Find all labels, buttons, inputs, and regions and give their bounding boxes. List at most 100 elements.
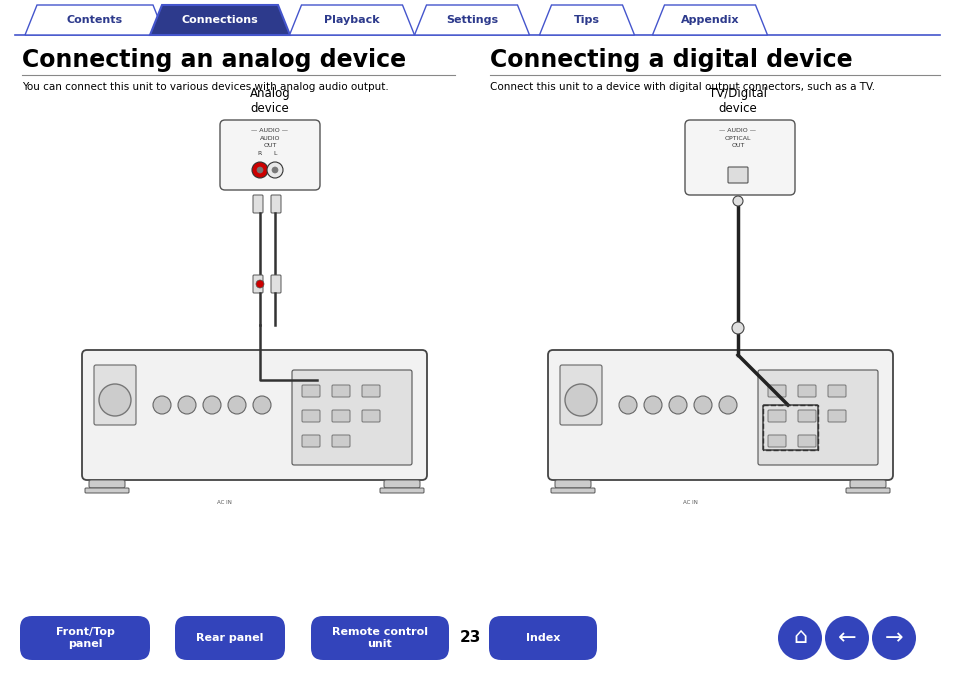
- Text: — AUDIO —: — AUDIO —: [252, 128, 288, 133]
- Text: Settings: Settings: [445, 15, 497, 25]
- Text: Appendix: Appendix: [680, 15, 739, 25]
- FancyBboxPatch shape: [849, 480, 885, 488]
- Bar: [762, 405, 817, 450]
- FancyBboxPatch shape: [767, 410, 785, 422]
- Text: AUDIO: AUDIO: [259, 136, 280, 141]
- Text: Analog
device: Analog device: [250, 87, 290, 115]
- Text: Rear panel: Rear panel: [196, 633, 263, 643]
- Text: Connecting a digital device: Connecting a digital device: [490, 48, 852, 72]
- FancyBboxPatch shape: [384, 480, 419, 488]
- Circle shape: [719, 396, 737, 414]
- Circle shape: [778, 616, 821, 660]
- FancyBboxPatch shape: [361, 410, 379, 422]
- Text: 23: 23: [458, 631, 480, 645]
- FancyBboxPatch shape: [82, 350, 427, 480]
- FancyBboxPatch shape: [827, 410, 845, 422]
- Polygon shape: [25, 5, 165, 35]
- Text: Contents: Contents: [67, 15, 123, 25]
- FancyBboxPatch shape: [332, 410, 350, 422]
- FancyBboxPatch shape: [94, 365, 136, 425]
- FancyBboxPatch shape: [797, 435, 815, 447]
- Text: Tips: Tips: [574, 15, 599, 25]
- FancyBboxPatch shape: [174, 616, 285, 660]
- FancyBboxPatch shape: [292, 370, 412, 465]
- Text: You can connect this unit to various devices with analog audio output.: You can connect this unit to various dev…: [22, 82, 388, 92]
- Circle shape: [732, 196, 742, 206]
- FancyBboxPatch shape: [361, 385, 379, 397]
- Circle shape: [643, 396, 661, 414]
- Circle shape: [99, 384, 131, 416]
- FancyBboxPatch shape: [332, 385, 350, 397]
- Circle shape: [824, 616, 868, 660]
- Text: ←: ←: [837, 628, 856, 648]
- FancyBboxPatch shape: [767, 435, 785, 447]
- FancyBboxPatch shape: [684, 120, 794, 195]
- Text: Playback: Playback: [324, 15, 379, 25]
- Circle shape: [255, 280, 264, 288]
- Text: →: →: [883, 628, 902, 648]
- FancyBboxPatch shape: [302, 410, 319, 422]
- FancyBboxPatch shape: [559, 365, 601, 425]
- Circle shape: [203, 396, 221, 414]
- FancyBboxPatch shape: [220, 120, 319, 190]
- FancyBboxPatch shape: [311, 616, 449, 660]
- FancyBboxPatch shape: [253, 195, 263, 213]
- Circle shape: [668, 396, 686, 414]
- Text: OUT: OUT: [731, 143, 744, 148]
- FancyBboxPatch shape: [758, 370, 877, 465]
- FancyBboxPatch shape: [547, 350, 892, 480]
- FancyBboxPatch shape: [253, 275, 263, 293]
- FancyBboxPatch shape: [302, 385, 319, 397]
- FancyBboxPatch shape: [489, 616, 597, 660]
- FancyBboxPatch shape: [271, 275, 281, 293]
- Polygon shape: [289, 5, 414, 35]
- Text: Index: Index: [525, 633, 559, 643]
- FancyBboxPatch shape: [551, 488, 595, 493]
- Circle shape: [267, 162, 283, 178]
- Polygon shape: [414, 5, 529, 35]
- Text: Front/Top
panel: Front/Top panel: [55, 627, 114, 649]
- Circle shape: [228, 396, 246, 414]
- Polygon shape: [539, 5, 634, 35]
- FancyBboxPatch shape: [332, 435, 350, 447]
- Circle shape: [253, 396, 271, 414]
- Circle shape: [178, 396, 195, 414]
- Text: Connections: Connections: [181, 15, 258, 25]
- FancyBboxPatch shape: [379, 488, 423, 493]
- Circle shape: [252, 162, 268, 178]
- FancyBboxPatch shape: [89, 480, 125, 488]
- FancyBboxPatch shape: [271, 195, 281, 213]
- Circle shape: [256, 167, 263, 173]
- FancyBboxPatch shape: [827, 385, 845, 397]
- Polygon shape: [652, 5, 767, 35]
- FancyBboxPatch shape: [797, 385, 815, 397]
- Text: Connect this unit to a device with digital output connectors, such as a TV.: Connect this unit to a device with digit…: [490, 82, 874, 92]
- FancyBboxPatch shape: [767, 385, 785, 397]
- Polygon shape: [150, 5, 290, 35]
- Text: AC IN: AC IN: [217, 500, 232, 505]
- Text: AC IN: AC IN: [682, 500, 698, 505]
- Text: R: R: [257, 151, 262, 156]
- Circle shape: [152, 396, 171, 414]
- FancyBboxPatch shape: [85, 488, 129, 493]
- Text: L: L: [273, 151, 276, 156]
- Text: TV/Digital
device: TV/Digital device: [708, 87, 766, 115]
- Text: OPTICAL: OPTICAL: [724, 136, 750, 141]
- Circle shape: [272, 167, 277, 173]
- FancyBboxPatch shape: [302, 435, 319, 447]
- Circle shape: [693, 396, 711, 414]
- FancyBboxPatch shape: [845, 488, 889, 493]
- FancyBboxPatch shape: [20, 616, 150, 660]
- Circle shape: [564, 384, 597, 416]
- Text: Remote control
unit: Remote control unit: [332, 627, 428, 649]
- Text: OUT: OUT: [263, 143, 276, 148]
- Text: ⌂: ⌂: [792, 627, 806, 647]
- Text: Connecting an analog device: Connecting an analog device: [22, 48, 406, 72]
- Circle shape: [731, 322, 743, 334]
- FancyBboxPatch shape: [727, 167, 747, 183]
- Circle shape: [871, 616, 915, 660]
- FancyBboxPatch shape: [797, 410, 815, 422]
- Circle shape: [618, 396, 637, 414]
- Text: — AUDIO —: — AUDIO —: [719, 128, 756, 133]
- FancyBboxPatch shape: [555, 480, 590, 488]
